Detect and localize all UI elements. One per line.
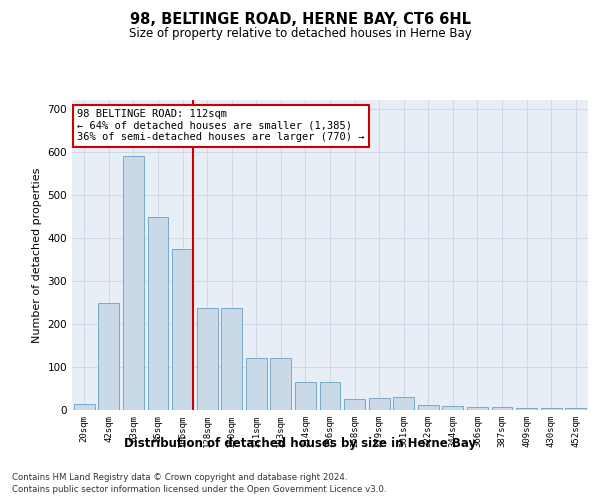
Text: Size of property relative to detached houses in Herne Bay: Size of property relative to detached ho… — [128, 28, 472, 40]
Bar — [418, 405, 439, 410]
Bar — [271, 358, 292, 410]
Bar — [516, 408, 537, 410]
Bar — [442, 406, 463, 410]
Bar — [98, 303, 119, 410]
Bar — [172, 248, 193, 410]
Bar — [221, 308, 242, 410]
Bar — [368, 398, 389, 410]
Bar — [491, 407, 512, 410]
Bar — [197, 308, 218, 410]
Text: 98, BELTINGE ROAD, HERNE BAY, CT6 6HL: 98, BELTINGE ROAD, HERNE BAY, CT6 6HL — [130, 12, 470, 28]
Bar — [344, 399, 365, 410]
Bar — [148, 217, 169, 410]
Text: Contains public sector information licensed under the Open Government Licence v3: Contains public sector information licen… — [12, 485, 386, 494]
Bar — [467, 406, 488, 410]
Bar — [123, 156, 144, 410]
Text: Distribution of detached houses by size in Herne Bay: Distribution of detached houses by size … — [124, 438, 476, 450]
Bar — [295, 382, 316, 410]
Bar — [74, 404, 95, 410]
Text: 98 BELTINGE ROAD: 112sqm
← 64% of detached houses are smaller (1,385)
36% of sem: 98 BELTINGE ROAD: 112sqm ← 64% of detach… — [77, 110, 365, 142]
Bar — [393, 397, 414, 410]
Bar — [320, 382, 340, 410]
Bar — [541, 408, 562, 410]
Text: Contains HM Land Registry data © Crown copyright and database right 2024.: Contains HM Land Registry data © Crown c… — [12, 472, 347, 482]
Y-axis label: Number of detached properties: Number of detached properties — [32, 168, 42, 342]
Bar — [246, 358, 267, 410]
Bar — [565, 408, 586, 410]
